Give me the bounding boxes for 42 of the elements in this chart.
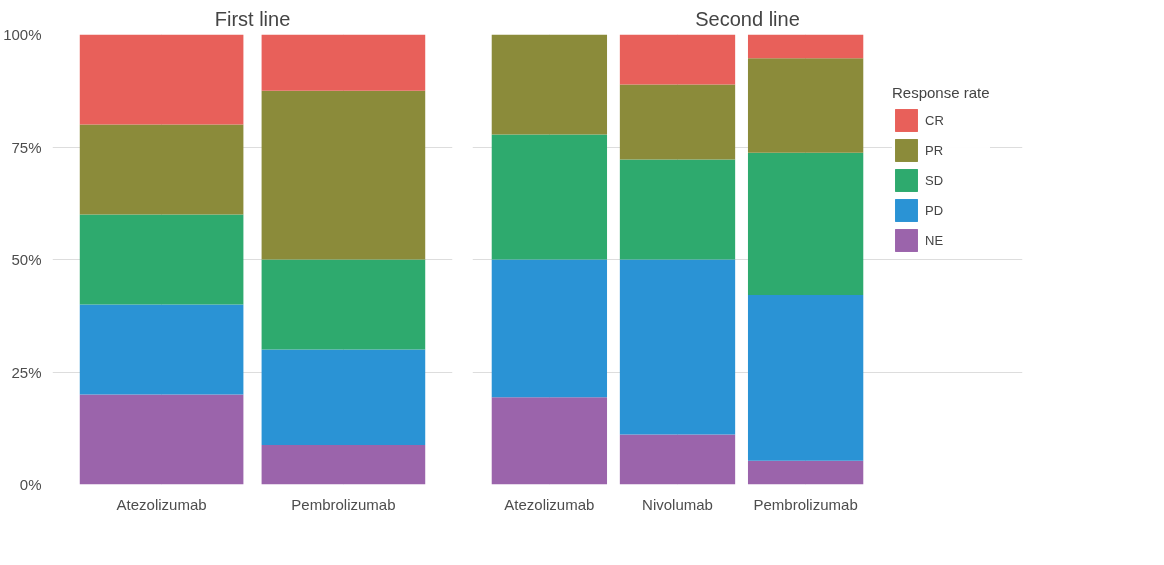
y-tick-label: 0% [19, 476, 42, 493]
chart-title: First line [214, 7, 291, 30]
bar [261, 259, 426, 350]
bar [79, 304, 244, 395]
y-tick-label: 100% [3, 26, 42, 43]
legend-label: PD [925, 202, 945, 218]
bar [261, 34, 426, 91]
bar [619, 34, 736, 85]
bar [747, 460, 864, 485]
bar [79, 34, 244, 125]
bar [79, 124, 244, 215]
bar [491, 259, 608, 398]
x-tick-label: Pembrolizumab [753, 495, 858, 513]
legend-label: CR [925, 112, 945, 128]
bar [747, 58, 864, 153]
bar [747, 152, 864, 296]
bar [491, 134, 608, 260]
bar [619, 159, 736, 260]
bar [79, 214, 244, 305]
legend-label: NE [925, 232, 945, 248]
bar [261, 90, 426, 260]
bar [261, 444, 426, 485]
x-tick-label: Pembrolizumab [291, 495, 396, 513]
chart-title: Second line [695, 7, 800, 30]
bar [619, 434, 736, 485]
bar [619, 259, 736, 435]
bar [747, 295, 864, 461]
bar [79, 394, 244, 485]
x-tick-label: Atezolizumab [504, 495, 595, 513]
legend-label: PR [925, 142, 945, 158]
bar [491, 397, 608, 485]
x-tick-label: Nivolumab [642, 495, 713, 513]
bar [491, 34, 608, 135]
x-tick-label: Atezolizumab [116, 495, 207, 513]
bar [619, 84, 736, 160]
y-tick-label: 25% [11, 363, 42, 381]
legend-label: SD [925, 172, 945, 188]
bar [747, 34, 864, 59]
legend-title: Response rate [892, 84, 990, 101]
bar [261, 349, 426, 445]
y-tick-label: 75% [11, 138, 42, 156]
y-tick-label: 50% [11, 251, 42, 268]
